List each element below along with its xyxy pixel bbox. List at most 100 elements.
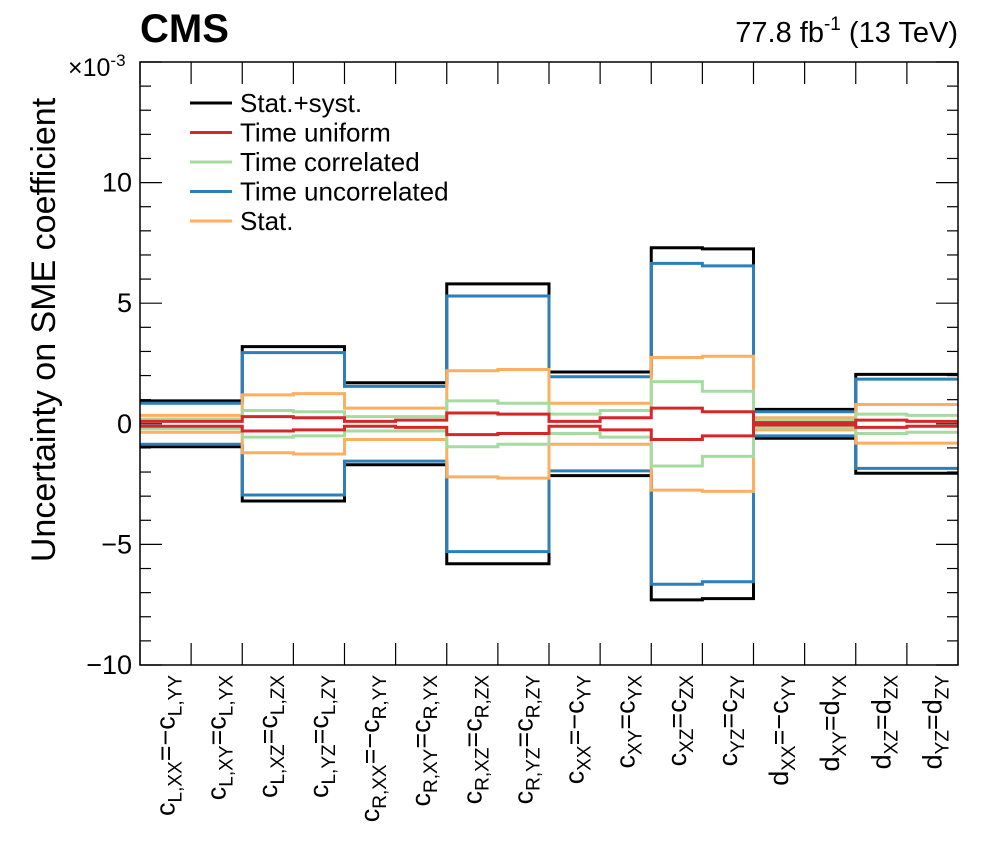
category-text: c bbox=[406, 793, 436, 807]
luminosity-label: 77.8 fb-1 (13 TeV) bbox=[735, 14, 958, 49]
category-subscript: R,YY bbox=[370, 675, 391, 720]
category-subscript: YX bbox=[626, 675, 647, 701]
x-category-label: cL,XZ=cL,ZX bbox=[253, 675, 289, 798]
category-text: c bbox=[355, 809, 385, 823]
category-subscript: L,XZ bbox=[268, 744, 289, 785]
category-subscript: XZ bbox=[677, 728, 698, 753]
x-category-label: dYZ=dZY bbox=[917, 675, 953, 770]
category-subscript: R,XY bbox=[421, 748, 442, 793]
category-subscript: L,YY bbox=[166, 675, 187, 717]
category-text: =d bbox=[815, 700, 845, 731]
category-subscript: ZX bbox=[677, 675, 698, 700]
category-text: =d bbox=[917, 699, 947, 730]
legend-label: Time uniform bbox=[240, 118, 391, 148]
category-text: c bbox=[253, 785, 283, 799]
category-subscript: XX bbox=[575, 745, 596, 771]
y-tick-label: 10 bbox=[102, 168, 132, 198]
x-category-label: cXZ=cZX bbox=[662, 675, 698, 767]
x-category-label: cL,XY=cL,YX bbox=[202, 675, 238, 801]
category-text: =c bbox=[662, 699, 692, 728]
x-category-label: cR,XY=cR,YX bbox=[406, 675, 442, 807]
lumi-space bbox=[841, 17, 849, 49]
x-tick-labels: cL,XX=−cL,YYcL,XY=cL,YXcL,XZ=cL,ZXcL,YZ=… bbox=[151, 675, 954, 823]
category-text: c bbox=[457, 791, 487, 805]
category-subscript: L,YX bbox=[217, 675, 238, 717]
category-text: =c bbox=[202, 716, 232, 745]
category-text: =c bbox=[713, 699, 743, 728]
axes: −10 −5 0 5 10 bbox=[86, 61, 959, 680]
category-text: =−c bbox=[764, 700, 794, 745]
category-subscript: YX bbox=[830, 675, 851, 701]
category-subscript: XZ bbox=[881, 730, 902, 755]
series-stat-lower bbox=[140, 428, 958, 493]
category-text: =−c bbox=[560, 700, 590, 745]
category-subscript: YZ bbox=[932, 730, 953, 755]
experiment-label: CMS bbox=[140, 7, 229, 51]
category-text: c bbox=[508, 791, 538, 805]
x-category-label: dXY=dYX bbox=[815, 675, 851, 772]
y-axis-label: Uncertainty on SME coefficient bbox=[25, 97, 63, 562]
category-subscript: R,ZX bbox=[472, 675, 493, 719]
y-multiplier-base: ×10 bbox=[68, 54, 110, 82]
category-text: c bbox=[611, 755, 641, 769]
category-text: =c bbox=[457, 718, 487, 747]
category-subscript: YY bbox=[575, 675, 596, 701]
lumi-exponent: -1 bbox=[824, 14, 841, 35]
category-text: c bbox=[202, 787, 232, 801]
category-text: =d bbox=[866, 699, 896, 730]
category-subscript: L,ZY bbox=[319, 675, 340, 715]
category-subscript: L,XX bbox=[166, 761, 187, 803]
category-subscript: XY bbox=[830, 731, 851, 757]
x-category-label: cL,XX=−cL,YY bbox=[151, 675, 187, 816]
y-tick-label: 5 bbox=[117, 288, 132, 318]
category-subscript: R,YX bbox=[421, 675, 442, 720]
series-stat-upper bbox=[140, 354, 958, 420]
x-category-label: cXX=−cYY bbox=[560, 675, 596, 785]
category-text: c bbox=[560, 771, 590, 785]
legend-label: Stat. bbox=[240, 206, 293, 236]
category-subscript: L,ZX bbox=[268, 675, 289, 715]
category-text: =−c bbox=[355, 719, 385, 764]
y-multiplier-exponent: -3 bbox=[110, 51, 125, 70]
x-category-label: cR,YZ=cR,ZY bbox=[508, 675, 544, 805]
x-category-label: dXZ=dZX bbox=[866, 675, 902, 770]
category-text: c bbox=[713, 753, 743, 767]
category-text: d bbox=[866, 754, 896, 769]
category-text: d bbox=[917, 754, 947, 769]
category-text: =−c bbox=[151, 716, 181, 761]
legend-label: Time uncorrelated bbox=[240, 177, 449, 207]
legend-label: Stat.+syst. bbox=[240, 88, 362, 118]
category-subscript: ZX bbox=[881, 675, 902, 700]
legend-label: Time correlated bbox=[240, 147, 420, 177]
category-text: d bbox=[764, 771, 794, 786]
y-tick-label: −10 bbox=[86, 650, 132, 680]
category-subscript: R,XX bbox=[370, 764, 391, 809]
series-layer bbox=[140, 246, 958, 602]
category-subscript: ZY bbox=[932, 675, 953, 700]
x-category-label: cYZ=cZY bbox=[713, 675, 749, 767]
lumi-energy: (13 TeV) bbox=[849, 17, 958, 49]
category-text: c bbox=[304, 785, 334, 799]
category-subscript: L,YZ bbox=[319, 744, 340, 785]
category-text: c bbox=[662, 753, 692, 767]
x-category-label: cXY=cYX bbox=[611, 675, 647, 769]
category-text: =c bbox=[611, 700, 641, 729]
x-category-label: cL,YZ=cL,ZY bbox=[304, 675, 340, 798]
category-text: =c bbox=[406, 719, 436, 748]
category-subscript: R,XZ bbox=[472, 747, 493, 791]
category-text: =c bbox=[253, 715, 283, 744]
category-subscript: R,YZ bbox=[523, 747, 544, 791]
x-category-label: dXX=−cYY bbox=[764, 675, 800, 786]
lumi-value: 77.8 fb bbox=[735, 17, 824, 49]
category-subscript: R,ZY bbox=[523, 675, 544, 719]
category-text: =c bbox=[508, 718, 538, 747]
category-subscript: L,XY bbox=[217, 745, 238, 787]
x-category-label: cR,XZ=cR,ZX bbox=[457, 675, 493, 805]
category-subscript: XY bbox=[626, 729, 647, 755]
category-subscript: YY bbox=[779, 675, 800, 701]
category-text: =c bbox=[304, 715, 334, 744]
category-subscript: YZ bbox=[728, 728, 749, 753]
y-tick-label: −5 bbox=[101, 529, 132, 559]
